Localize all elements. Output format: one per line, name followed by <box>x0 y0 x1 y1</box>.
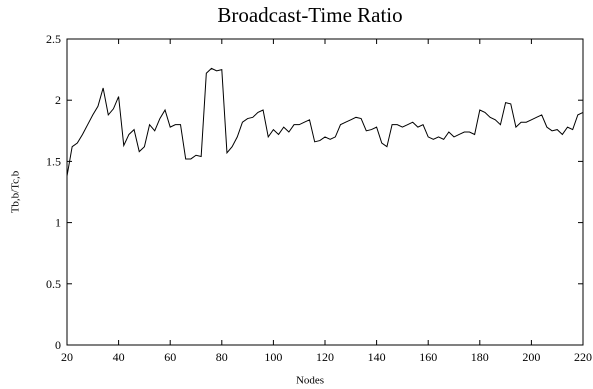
x-tick-label: 140 <box>368 350 386 364</box>
x-tick-label: 220 <box>574 350 592 364</box>
y-tick-label: 2.5 <box>46 32 61 46</box>
plot-frame <box>66 38 584 346</box>
x-tick-label: 160 <box>419 350 437 364</box>
x-tick-label: 40 <box>113 350 125 364</box>
x-tick-label: 200 <box>522 350 540 364</box>
x-axis-label: Nodes <box>296 375 324 387</box>
y-tick-label: 0.5 <box>46 277 61 291</box>
x-tick-label: 180 <box>471 350 489 364</box>
y-axis-label: Tb,b/Tc,b <box>10 170 22 213</box>
x-tick-label: 60 <box>164 350 176 364</box>
y-tick-label: 1.5 <box>46 154 61 168</box>
chart-title: Broadcast-Time Ratio <box>217 3 402 27</box>
data-line <box>66 67 584 177</box>
x-tick-label: 20 <box>61 350 73 364</box>
y-tick-label: 1 <box>55 216 61 230</box>
y-tick-label: 2 <box>55 93 61 107</box>
y-tick-label: 0 <box>55 338 61 352</box>
x-tick-label: 120 <box>316 350 334 364</box>
x-tick-label: 80 <box>216 350 228 364</box>
x-tick-label: 100 <box>264 350 282 364</box>
